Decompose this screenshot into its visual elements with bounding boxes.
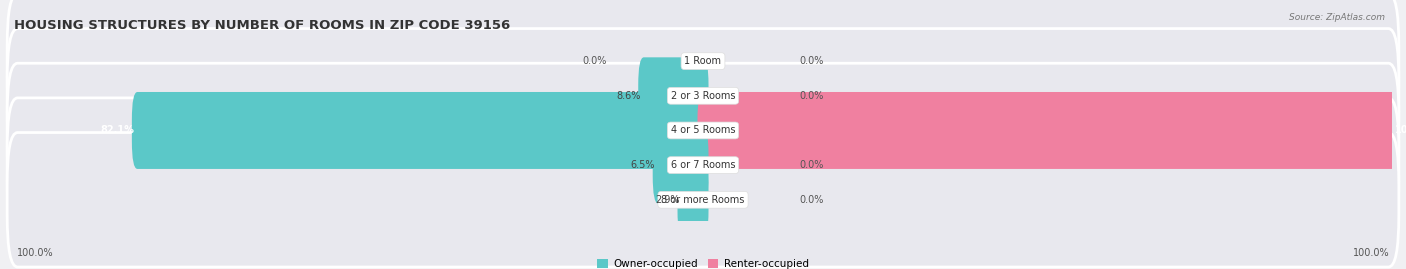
Text: 4 or 5 Rooms: 4 or 5 Rooms [671,125,735,136]
Text: 6 or 7 Rooms: 6 or 7 Rooms [671,160,735,170]
FancyBboxPatch shape [7,0,1399,128]
Text: 0.0%: 0.0% [800,160,824,170]
Text: 1 Room: 1 Room [685,56,721,66]
Text: 8 or more Rooms: 8 or more Rooms [661,195,745,205]
Text: 2.9%: 2.9% [655,195,679,205]
Text: 82.1%: 82.1% [100,125,134,136]
FancyBboxPatch shape [7,98,1399,232]
Text: 0.0%: 0.0% [800,56,824,66]
Text: HOUSING STRUCTURES BY NUMBER OF ROOMS IN ZIP CODE 39156: HOUSING STRUCTURES BY NUMBER OF ROOMS IN… [14,19,510,32]
Text: 100.0%: 100.0% [17,248,53,258]
Text: 0.0%: 0.0% [582,56,606,66]
FancyBboxPatch shape [678,161,709,238]
Text: 0.0%: 0.0% [800,195,824,205]
FancyBboxPatch shape [638,57,709,134]
FancyBboxPatch shape [7,29,1399,163]
Text: 0.0%: 0.0% [800,91,824,101]
Legend: Owner-occupied, Renter-occupied: Owner-occupied, Renter-occupied [593,255,813,269]
FancyBboxPatch shape [132,92,709,169]
FancyBboxPatch shape [652,127,709,204]
FancyBboxPatch shape [7,133,1399,267]
Text: 2 or 3 Rooms: 2 or 3 Rooms [671,91,735,101]
FancyBboxPatch shape [7,63,1399,198]
Text: 6.5%: 6.5% [630,160,655,170]
Text: 100.0%: 100.0% [1353,248,1389,258]
Text: Source: ZipAtlas.com: Source: ZipAtlas.com [1289,13,1385,22]
FancyBboxPatch shape [697,92,1398,169]
Text: 8.6%: 8.6% [616,91,640,101]
Text: 100.0%: 100.0% [1395,125,1406,136]
